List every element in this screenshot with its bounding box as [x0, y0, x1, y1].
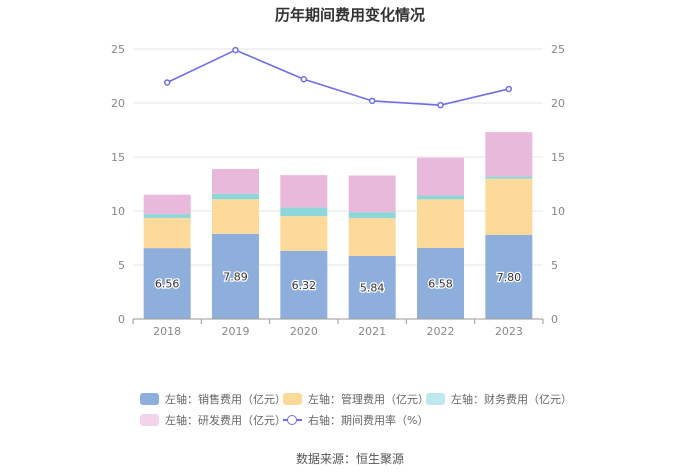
legend-swatch-rnd: [140, 414, 159, 426]
left-axis-tick-label: 5: [118, 259, 125, 272]
expense-ratio-point: [163, 79, 171, 86]
bar-segment-admin: [417, 199, 464, 248]
right-axis-tick-label: 25: [551, 43, 565, 56]
legend-label-admin: 左轴：管理费用（亿元）: [308, 393, 429, 406]
x-axis-tick-label: 2019: [222, 325, 250, 338]
left-axis-tick-label: 0: [118, 313, 125, 326]
x-axis-tick-label: 2018: [153, 325, 181, 338]
bar-segment-finance: [280, 207, 328, 217]
x-axis-tick-label: 2020: [290, 325, 318, 338]
bar-segment-admin: [348, 218, 396, 256]
right-axis-tick-label: 5: [551, 259, 558, 272]
legend: 左轴：销售费用（亿元） 左轴：管理费用（亿元） 左轴：财务费用（亿元） 左轴：研…: [140, 389, 600, 431]
legend-label-rnd: 左轴：研发费用（亿元）: [165, 414, 286, 427]
bar-segment-sales: [280, 250, 328, 319]
x-axis-tick-label: 2022: [427, 325, 455, 338]
chart-title: 历年期间费用变化情况: [274, 6, 425, 24]
legend-swatch-sales: [140, 393, 159, 405]
legend-item-rnd[interactable]: 左轴：研发费用（亿元）: [140, 412, 286, 428]
bar-segment-sales: [417, 247, 464, 319]
bar-segment-rnd: [212, 168, 259, 194]
right-axis-tick-label: 20: [551, 97, 565, 110]
bar-segment-finance: [212, 193, 259, 200]
left-axis-tick-label: 10: [111, 205, 125, 218]
right-axis-tick-label: 10: [551, 205, 565, 218]
bar-segment-finance: [485, 176, 533, 179]
bar-segment-admin: [212, 199, 259, 234]
left-axis-tick-label: 15: [111, 151, 125, 164]
bar-segment-sales: [348, 255, 396, 319]
bar-segment-admin: [485, 178, 533, 235]
bar-data-label: 6.56: [155, 278, 180, 291]
bar-data-label: 5.84: [360, 281, 385, 294]
bar-segment-admin: [280, 216, 328, 251]
bar-segment-sales: [212, 233, 259, 319]
legend-line-icon: [283, 414, 302, 426]
bar-segment-rnd: [280, 175, 328, 208]
legend-label-sales: 左轴：销售费用（亿元）: [165, 393, 286, 406]
legend-item-sales[interactable]: 左轴：销售费用（亿元）: [140, 391, 286, 407]
right-axis-tick-label: 0: [551, 313, 558, 326]
bar-segment-sales: [485, 234, 533, 319]
x-axis-tick-label: 2023: [495, 325, 523, 338]
legend-label-finance: 左轴：财务费用（亿元）: [451, 393, 572, 406]
chart-area: 0 5 10 15 20 25 0 5 10 15 20 25 6.56 2018 7.89 2019 6.32…: [111, 43, 565, 338]
bar-segment-admin: [143, 217, 191, 249]
legend-swatch-admin: [283, 393, 302, 405]
expense-ratio-point: [437, 101, 444, 109]
expense-ratio-point: [232, 46, 239, 54]
bar-segment-sales: [143, 248, 191, 319]
bar-segment-finance: [143, 214, 191, 218]
expense-ratio-point: [300, 75, 308, 83]
bar-segment-finance: [348, 212, 396, 219]
legend-item-expense-ratio[interactable]: 右轴：期间费用率（%）: [283, 412, 429, 428]
expense-ratio-point: [505, 85, 513, 93]
legend-label-expense-ratio: 右轴：期间费用率（%）: [308, 414, 429, 427]
left-axis-tick-label: 20: [111, 97, 125, 110]
bar-data-label: 7.80: [497, 271, 522, 284]
x-axis-tick-label: 2021: [358, 325, 386, 338]
bar-segment-finance: [417, 195, 464, 200]
bar-segment-rnd: [485, 132, 533, 177]
legend-item-finance[interactable]: 左轴：财务费用（亿元）: [426, 391, 586, 407]
left-axis-tick-label: 25: [111, 43, 125, 56]
legend-item-admin[interactable]: 左轴：管理费用（亿元）: [283, 391, 429, 407]
data-source: 数据来源：恒生聚源: [295, 452, 404, 466]
right-axis-tick-label: 15: [551, 151, 565, 164]
expense-ratio-point: [368, 97, 376, 105]
expense-ratio-line: [166, 49, 510, 106]
legend-swatch-finance: [426, 393, 445, 405]
bar-segment-rnd: [143, 194, 191, 215]
bar-data-label: 7.89: [223, 270, 248, 283]
bar-data-label: 6.58: [428, 277, 453, 290]
bar-segment-rnd: [348, 175, 396, 213]
bar-data-label: 6.32: [292, 279, 317, 292]
bar-segment-rnd: [417, 157, 464, 196]
